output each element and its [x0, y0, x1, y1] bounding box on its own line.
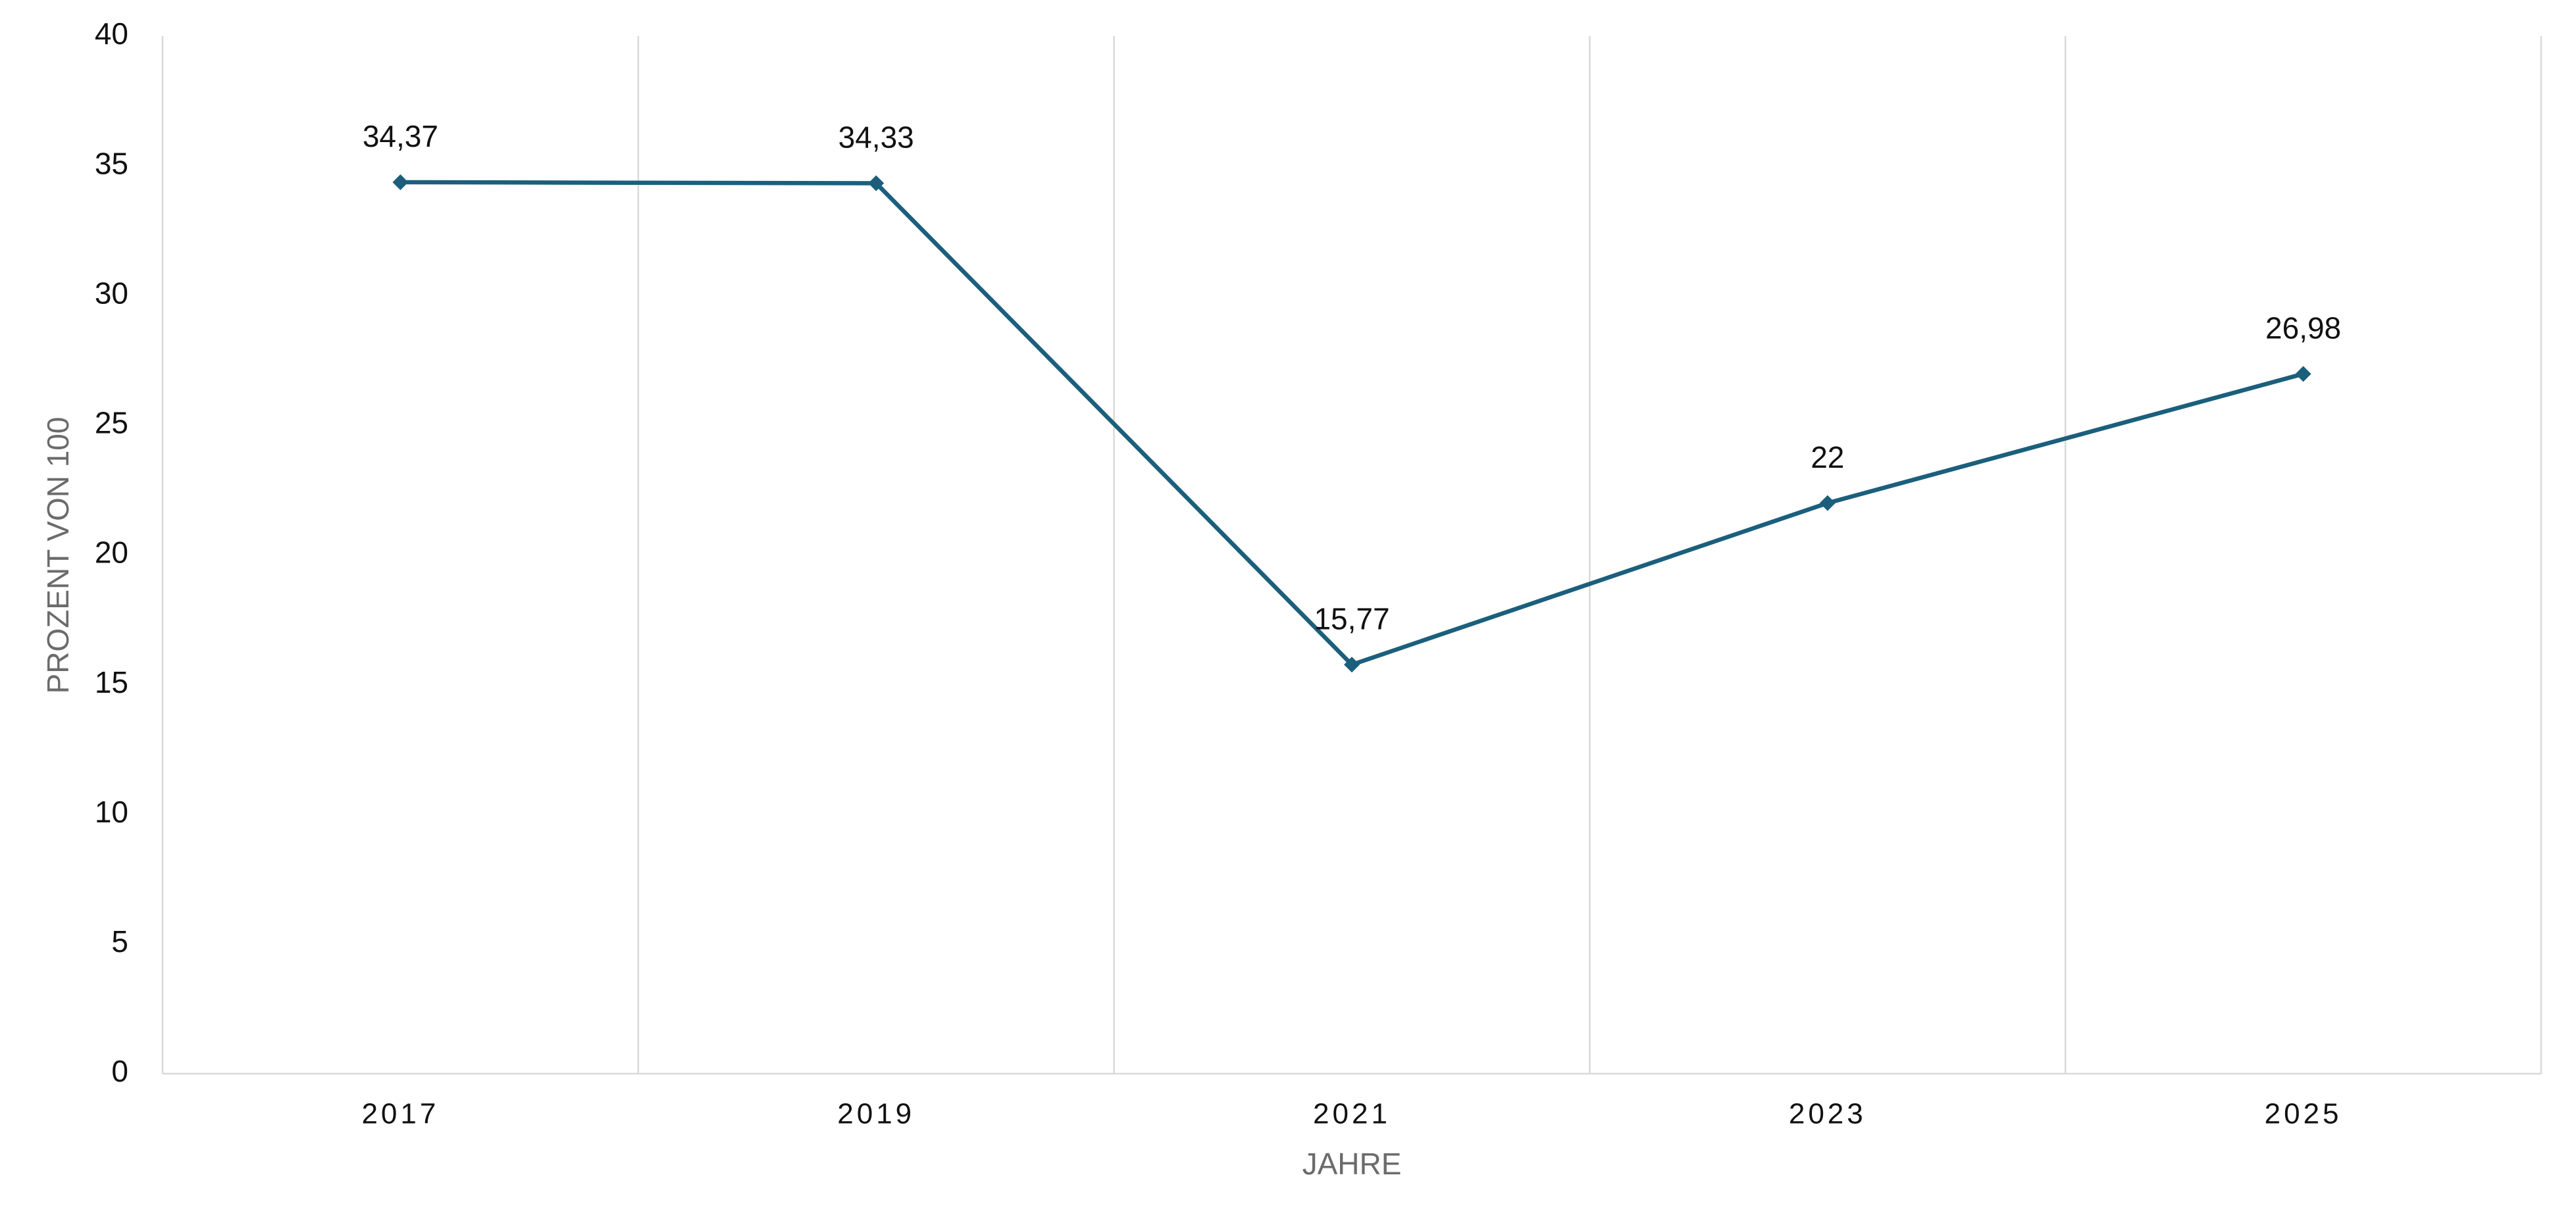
data-point — [2295, 366, 2311, 382]
x-tick-label: 2019 — [837, 1098, 915, 1130]
y-tick-label: 5 — [111, 924, 128, 959]
data-label: 26,98 — [2265, 311, 2341, 345]
y-axis-title: PROZENT VON 100 — [41, 417, 75, 694]
y-tick-label: 30 — [95, 276, 128, 310]
x-tick-label: 2025 — [2265, 1098, 2342, 1130]
data-label: 34,37 — [363, 119, 438, 153]
y-tick-label: 0 — [111, 1054, 128, 1088]
x-tick-label: 2021 — [1313, 1098, 1391, 1130]
data-point — [1344, 657, 1360, 673]
y-tick-label: 15 — [95, 665, 128, 699]
series-line — [400, 180, 2304, 667]
y-tick-label: 20 — [95, 536, 128, 570]
data-label: 22 — [1811, 440, 1844, 474]
data-point — [392, 174, 409, 190]
y-tick-label: 10 — [95, 795, 128, 829]
data-label: 34,33 — [838, 120, 914, 155]
y-tick-label: 35 — [95, 146, 128, 180]
data-point — [868, 175, 885, 191]
x-tick-label: 2017 — [361, 1098, 439, 1130]
y-tick-label: 25 — [95, 406, 128, 440]
data-point — [1819, 495, 1836, 511]
y-tick-label: 40 — [95, 16, 128, 51]
data-label: 15,77 — [1314, 601, 1389, 636]
x-axis-title: JAHRE — [1302, 1147, 1402, 1181]
x-tick-label: 2023 — [1789, 1098, 1867, 1130]
